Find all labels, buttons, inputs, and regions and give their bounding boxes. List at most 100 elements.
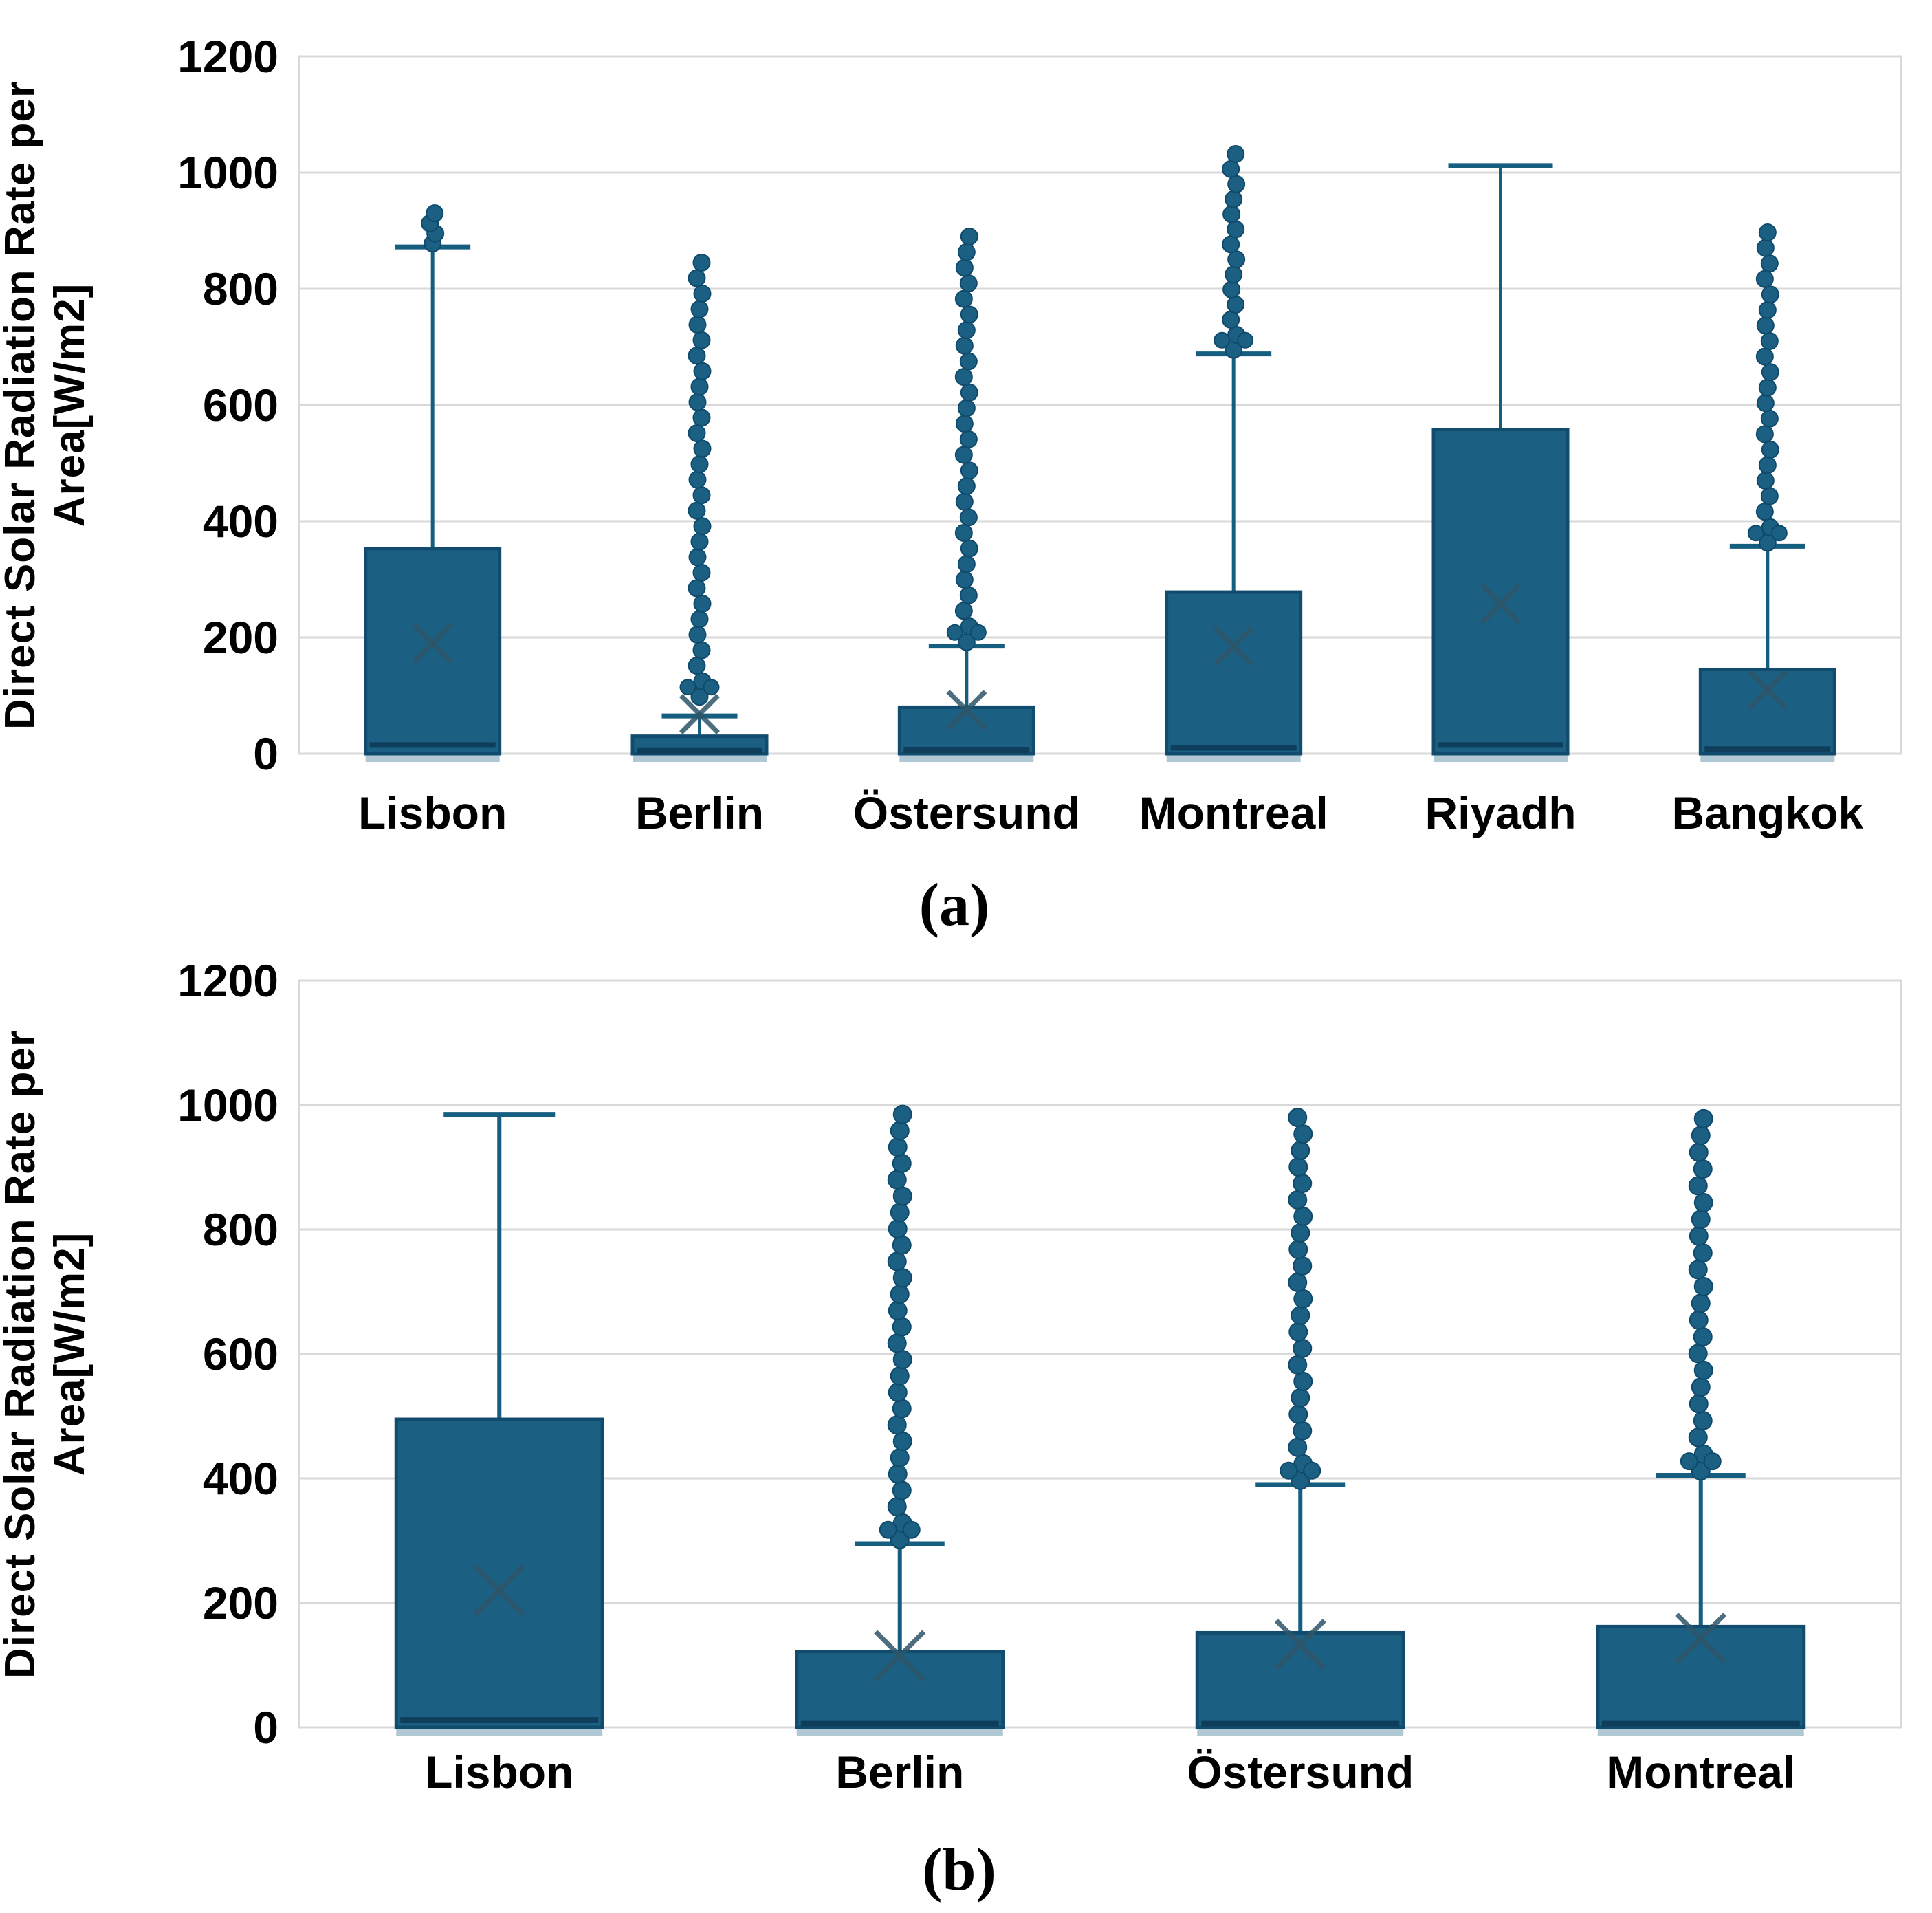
outlier-dot <box>688 501 706 520</box>
outlier-dot <box>954 368 973 386</box>
outlier-dot <box>1691 1126 1711 1146</box>
mean-marker <box>1747 669 1788 710</box>
category-label: Lisbon <box>358 787 507 838</box>
box-base-shadow <box>1700 755 1835 762</box>
outlier-dot <box>1758 456 1777 474</box>
outlier-dot <box>892 1432 912 1452</box>
outlier-dot <box>1288 1437 1308 1457</box>
outlier-dot <box>1303 1461 1321 1480</box>
outlier-dot <box>1693 1360 1713 1380</box>
outlier-dot <box>679 679 696 696</box>
outlier-dot <box>1288 1157 1308 1177</box>
outlier-dot <box>1703 1452 1722 1471</box>
outlier-dot <box>955 571 974 589</box>
outlier-dot <box>887 1170 907 1190</box>
panel-b-plot: 0 200 400 600 800 1000 1200 Lisbon Berlin Östersu… <box>177 955 1902 1797</box>
outlier-dot <box>1689 1226 1709 1246</box>
outlier-dot <box>693 594 712 613</box>
outlier-dot <box>1691 1377 1711 1397</box>
outlier-dot <box>1293 1174 1313 1194</box>
mean-marker <box>1213 626 1254 667</box>
outlier-dot <box>1227 250 1246 269</box>
outlier-dot <box>703 679 720 696</box>
outlier-dot <box>892 1317 912 1337</box>
outlier-dot <box>888 1464 908 1484</box>
panel-a-plot: 0 200 400 600 800 1000 1200 Lisbon Berlin Östersu… <box>177 31 1902 838</box>
outlier-dot <box>1756 239 1775 257</box>
outlier-dot <box>1755 503 1774 521</box>
outlier-dot <box>1688 1344 1708 1364</box>
y-axis-title-a-line1: Direct Solar Radiation Rate per <box>0 80 44 730</box>
outlier-dot <box>690 300 709 318</box>
outlier-dot <box>1760 254 1779 273</box>
outlier-dot <box>890 1366 910 1386</box>
outlier-dot <box>959 430 978 448</box>
y-tick-label: 800 <box>203 1204 278 1255</box>
category-label: Berlin <box>635 787 764 838</box>
outlier-dot <box>946 624 963 641</box>
y-tick-label: 400 <box>203 496 278 547</box>
outlier-dot <box>1227 296 1245 314</box>
box-group-Östersund: Östersund <box>853 227 1080 838</box>
outlier-dot <box>1761 440 1779 459</box>
outlier-dot <box>892 1235 912 1255</box>
category-label: Montreal <box>1606 1747 1795 1797</box>
outlier-dot <box>957 399 976 417</box>
outlier-dot <box>890 1447 910 1467</box>
y-tick-label: 200 <box>203 612 278 663</box>
outlier-dot <box>959 274 978 293</box>
caption-b: (b) <box>922 1837 996 1903</box>
outlier-dot <box>955 259 974 277</box>
outlier-dot <box>1288 1355 1308 1375</box>
box-base-shadow <box>1197 1729 1404 1736</box>
outlier-dot <box>954 602 973 620</box>
outlier-dot <box>1758 300 1777 319</box>
y-tick-label: 600 <box>203 1329 278 1379</box>
outlier-dot <box>688 269 706 287</box>
box-base-shadow <box>796 1729 1003 1736</box>
box-group-Lisbon: Lisbon <box>358 204 507 838</box>
outlier-dot <box>1688 1176 1708 1196</box>
outlier-dot <box>902 1520 921 1539</box>
category-label: Berlin <box>835 1747 964 1797</box>
box <box>394 1417 604 1729</box>
outlier-dot <box>1288 1272 1308 1292</box>
outlier-dot <box>1291 1141 1310 1161</box>
box-base-shadow <box>899 755 1034 762</box>
outlier-dot <box>1688 1260 1708 1280</box>
outlier-dot <box>1227 220 1245 239</box>
outlier-dot <box>1225 190 1243 208</box>
outlier-dot <box>1758 223 1777 242</box>
outlier-dot <box>688 393 707 411</box>
outlier-dot <box>1689 1142 1709 1162</box>
mean-marker <box>946 690 987 731</box>
outlier-dot <box>1760 487 1779 505</box>
outlier-dot <box>954 523 973 542</box>
outlier-dot <box>887 1497 907 1517</box>
outlier-dot <box>1222 310 1240 329</box>
outlier-dot <box>1691 1210 1711 1229</box>
y-tick-label: 400 <box>203 1453 278 1504</box>
outlier-dot <box>954 289 973 308</box>
outlier-dot <box>692 486 711 505</box>
box <box>897 705 1035 756</box>
box <box>1165 590 1303 756</box>
outlier-dot <box>1760 409 1779 428</box>
mean-marker <box>473 1564 525 1617</box>
outlier-dot <box>892 1480 912 1500</box>
outlier-dot <box>426 204 444 223</box>
outlier-dot <box>1756 394 1775 413</box>
outlier-dot <box>1222 160 1240 178</box>
outlier-dot <box>693 439 712 458</box>
outlier-dot <box>1689 1310 1709 1330</box>
mean-marker <box>412 622 453 664</box>
outlier-dot <box>890 1121 910 1141</box>
outlier-dot <box>955 336 974 355</box>
y-axis-title-b-line2: Area[W/m2] <box>46 1232 94 1476</box>
box-base-shadow <box>365 755 500 762</box>
box-group-Riyadh: Riyadh <box>1425 163 1577 838</box>
y-tick-label: 0 <box>253 728 278 779</box>
box <box>1195 1630 1405 1729</box>
outlier-dot <box>1225 265 1243 284</box>
outlier-dot <box>692 641 711 659</box>
